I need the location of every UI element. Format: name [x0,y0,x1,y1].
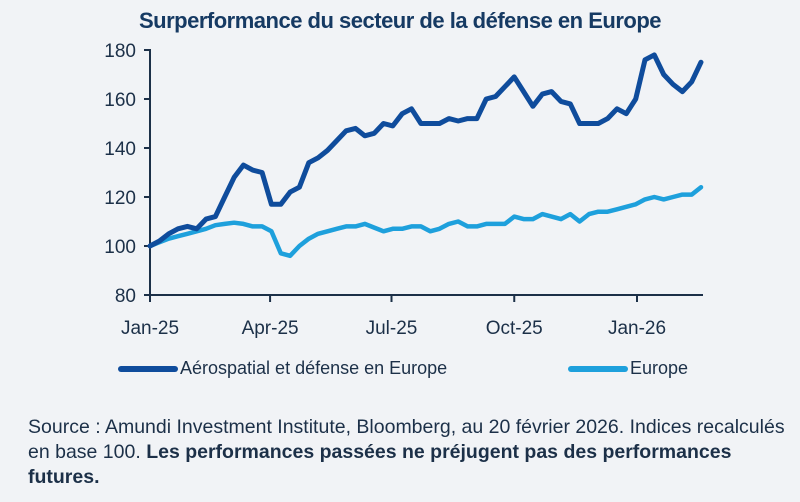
source-note: Source : Amundi Investment Institute, Bl… [28,415,788,490]
chart-title: Surperformance du secteur de la défense … [139,8,662,33]
legend-item-aerospace: Aérospatial et défense en Europe [118,358,447,379]
x-tick-label: Apr-25 [242,318,299,339]
x-tick-label: Jan-25 [121,318,179,339]
source-text: Source : Amundi Investment Institute, Bl… [28,416,785,463]
x-tick-label: Jan-26 [608,318,666,339]
legend-label-aerospace: Aérospatial et défense en Europe [180,358,448,378]
legend-swatch-aerospace [118,365,178,372]
y-tick-label: 120 [104,188,136,209]
legend-swatch-europe [568,365,628,372]
line-chart: 80 100 120 140 160 180 Jan-25 Apr-25 Jul-25 Oct-2… [104,41,704,339]
y-tick-label: 100 [104,237,136,258]
series-line-aerospace-defense [147,52,704,249]
disclaimer-text: Les performances passées ne préjugent pa… [28,441,732,488]
y-tick-label: 140 [104,139,136,160]
x-tick-label: Oct-25 [486,318,543,339]
series-line-europe [147,184,704,259]
y-tick-label: 160 [104,90,136,111]
y-tick-label: 80 [115,286,136,307]
legend-label-europe: Europe [630,358,689,378]
x-tick-label: Jul-25 [366,318,418,339]
legend-item-europe: Europe [568,358,688,379]
y-tick-label: 180 [104,41,136,62]
